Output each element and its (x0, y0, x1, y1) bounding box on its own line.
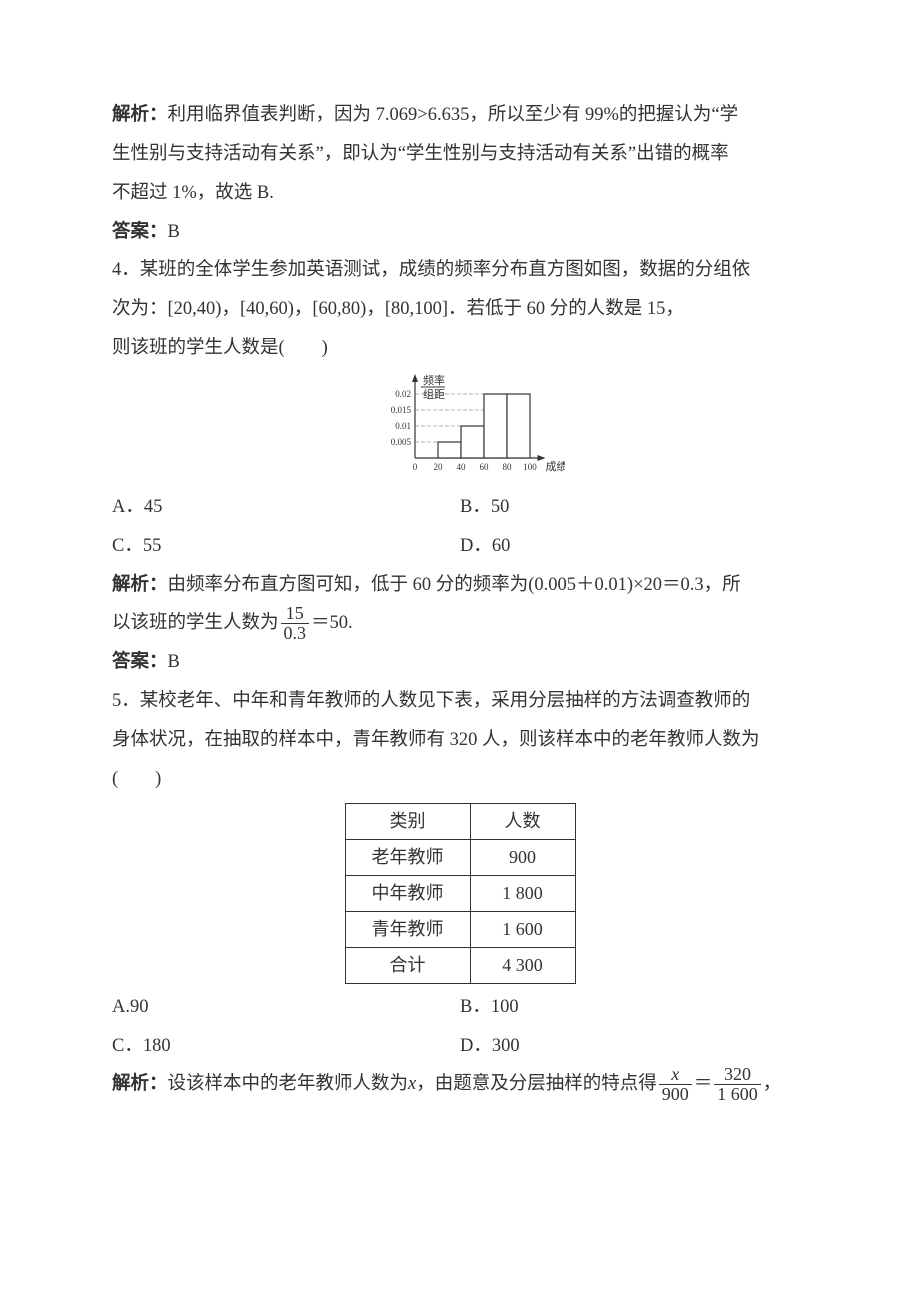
table-row: 中年教师1 800 (345, 875, 575, 911)
q5-analysis-line: 解析： 设该样本中的老年教师人数为 x ，由题意及分层抽样的特点得 x 900 … (112, 1065, 808, 1104)
q4-options-row-2: C．55 D．60 (112, 527, 808, 566)
table-cell: 1 600 (470, 911, 575, 947)
table-cell: 中年教师 (345, 875, 470, 911)
q5-analysis-post: ， (763, 1065, 782, 1104)
q5-option-d: D．300 (460, 1027, 808, 1066)
table-cell: 老年教师 (345, 839, 470, 875)
q5-analysis-var: x (408, 1065, 416, 1104)
q5-table: 类别人数老年教师900中年教师1 800青年教师1 600合计4 300 (345, 803, 576, 984)
q4-answer-value: B (168, 652, 180, 672)
q4-answer-line: 答案：B (112, 643, 808, 682)
svg-text:20: 20 (434, 462, 444, 472)
svg-text:0.005: 0.005 (391, 437, 412, 447)
q5-frac1-den: 900 (659, 1084, 692, 1104)
q4-histogram: 频率组距0.0050.010.0150.02020406080100成绩/分 (112, 372, 808, 482)
svg-text:0: 0 (413, 462, 418, 472)
table-row: 老年教师900 (345, 839, 575, 875)
table-cell: 合计 (345, 947, 470, 983)
q3-analysis-line-1: 解析：利用临界值表判断，因为 7.069>6.635，所以至少有 99%的把握认… (112, 96, 808, 135)
q4-fraction: 15 0.3 (281, 604, 310, 643)
svg-text:0.015: 0.015 (391, 405, 412, 415)
q3-analysis-line-3: 不超过 1%，故选 B. (112, 174, 808, 213)
q4-analysis-line-2: 以该班的学生人数为 15 0.3 ＝50. (112, 604, 808, 643)
q3-analysis-line-2: 生性别与支持活动有关系”，即认为“学生性别与支持活动有关系”出错的概率 (112, 135, 808, 174)
svg-text:100: 100 (523, 462, 537, 472)
q5-analysis-label: 解析： (112, 1065, 168, 1104)
q4-analysis-line-1: 解析：由频率分布直方图可知，低于 60 分的频率为(0.005＋0.01)×20… (112, 566, 808, 605)
histogram-svg: 频率组距0.0050.010.0150.02020406080100成绩/分 (355, 372, 565, 482)
q5-option-b: B．100 (460, 988, 808, 1027)
q4-stem-line-2: 次为：[20,40)，[40,60)，[60,80)，[80,100]．若低于 … (112, 290, 808, 329)
q3-answer-line: 答案：B (112, 213, 808, 252)
q5-options-row-2: C．180 D．300 (112, 1027, 808, 1066)
q5-fraction-2: 320 1 600 (714, 1065, 761, 1104)
svg-text:0.02: 0.02 (395, 389, 411, 399)
q5-frac1-num: x (659, 1065, 692, 1084)
table-row: 青年教师1 600 (345, 911, 575, 947)
q4-option-c: C．55 (112, 527, 460, 566)
svg-text:频率: 频率 (423, 373, 445, 387)
q3-analysis-label: 解析： (112, 105, 168, 125)
q5-frac2-den: 1 600 (714, 1084, 761, 1104)
table-row: 合计4 300 (345, 947, 575, 983)
q5-option-a: A.90 (112, 988, 460, 1027)
q4-stem-line-1: 4．某班的全体学生参加英语测试，成绩的频率分布直方图如图，数据的分组依 (112, 251, 808, 290)
q5-eq: ＝ (694, 1065, 713, 1104)
table-cell: 4 300 (470, 947, 575, 983)
q5-fraction-1: x 900 (659, 1065, 692, 1104)
q5-stem-line-3: ( ) (112, 760, 808, 799)
q4-frac-num: 15 (281, 604, 310, 623)
q4-frac-den: 0.3 (281, 623, 310, 643)
svg-text:80: 80 (503, 462, 513, 472)
q5-stem-line-1: 5．某校老年、中年和青年教师的人数见下表，采用分层抽样的方法调查教师的 (112, 682, 808, 721)
svg-text:60: 60 (480, 462, 490, 472)
q4-analysis-text-1: 由频率分布直方图可知，低于 60 分的频率为(0.005＋0.01)×20＝0.… (168, 575, 741, 595)
q4-option-a: A．45 (112, 488, 460, 527)
q5-options-row-1: A.90 B．100 (112, 988, 808, 1027)
q3-analysis-text-1: 利用临界值表判断，因为 7.069>6.635，所以至少有 99%的把握认为“学 (168, 105, 739, 125)
q5-analysis-mid: ，由题意及分层抽样的特点得 (416, 1065, 657, 1104)
table-cell: 900 (470, 839, 575, 875)
q4-analysis-text-2-post: ＝50. (311, 604, 353, 643)
svg-text:0.01: 0.01 (395, 421, 411, 431)
q4-stem-line-3: 则该班的学生人数是( ) (112, 329, 808, 368)
q5-option-c: C．180 (112, 1027, 460, 1066)
q3-answer-value: B (168, 222, 180, 242)
table-cell: 1 800 (470, 875, 575, 911)
svg-text:成绩/分: 成绩/分 (546, 460, 566, 473)
table-cell: 青年教师 (345, 911, 470, 947)
table-header: 人数 (470, 803, 575, 839)
q4-answer-label: 答案： (112, 652, 168, 672)
svg-text:40: 40 (457, 462, 467, 472)
q4-option-b: B．50 (460, 488, 808, 527)
q4-option-d: D．60 (460, 527, 808, 566)
q4-analysis-label: 解析： (112, 575, 168, 595)
q3-answer-label: 答案： (112, 222, 168, 242)
q5-stem-line-2: 身体状况，在抽取的样本中，青年教师有 320 人，则该样本中的老年教师人数为 (112, 721, 808, 760)
q5-analysis-pre: 设该样本中的老年教师人数为 (168, 1065, 409, 1104)
q4-options-row-1: A．45 B．50 (112, 488, 808, 527)
q4-analysis-text-2-pre: 以该班的学生人数为 (112, 604, 279, 643)
table-header: 类别 (345, 803, 470, 839)
q5-frac2-num: 320 (714, 1065, 761, 1084)
